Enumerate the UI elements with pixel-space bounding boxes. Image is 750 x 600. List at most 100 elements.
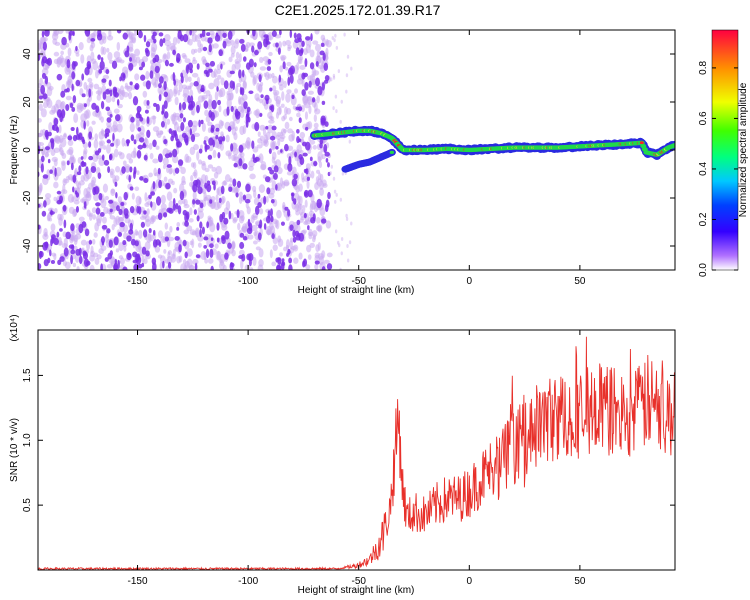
noise-speckle <box>163 91 169 98</box>
noise-speckle <box>294 38 300 44</box>
noise-speckle <box>187 38 193 46</box>
noise-speckle <box>210 111 215 122</box>
noise-speckle <box>68 32 72 41</box>
noise-speckle <box>191 30 195 37</box>
noise-speckle <box>62 260 67 267</box>
noise-speckle <box>124 50 130 58</box>
noise-speckle <box>216 68 221 75</box>
noise-speckle <box>245 183 251 193</box>
noise-speckle <box>289 74 294 84</box>
noise-speckle <box>271 75 278 84</box>
noise-speckle <box>104 195 109 201</box>
noise-speckle <box>318 161 323 169</box>
noise-speckle <box>269 249 273 259</box>
noise-speckle <box>215 250 222 261</box>
noise-speckle <box>299 131 306 139</box>
noise-speckle <box>210 265 214 270</box>
noise-speckle <box>311 230 318 238</box>
noise-speckle <box>188 218 194 223</box>
noise-speckle <box>38 118 42 123</box>
noise-speckle <box>239 109 245 119</box>
noise-speckle <box>271 30 277 37</box>
noise-speckle <box>321 82 326 91</box>
noise-speckle <box>80 54 85 64</box>
noise-speckle <box>184 251 188 259</box>
noise-speckle <box>164 236 170 242</box>
noise-speckle <box>182 101 187 111</box>
noise-speckle <box>92 153 99 163</box>
noise-speckle <box>324 151 330 157</box>
noise-speckle <box>268 51 273 57</box>
noise-speckle <box>73 61 78 67</box>
noise-speckle <box>111 205 117 212</box>
noise-speckle <box>332 73 336 78</box>
noise-speckle <box>257 232 262 241</box>
noise-speckle <box>134 85 139 90</box>
noise-speckle <box>92 252 99 258</box>
noise-speckle <box>346 54 350 59</box>
noise-speckle <box>116 99 120 106</box>
noise-speckle <box>148 194 152 199</box>
noise-speckle <box>145 104 151 110</box>
noise-speckle <box>153 102 157 107</box>
noise-speckle <box>48 217 53 222</box>
snr-y-axis-label: SNR (10 * v/v) <box>9 418 20 482</box>
noise-speckle <box>253 231 258 237</box>
noise-speckle <box>166 255 173 264</box>
noise-speckle <box>226 98 232 109</box>
noise-speckle <box>267 166 273 171</box>
noise-speckle <box>294 151 298 158</box>
noise-speckle <box>201 96 206 102</box>
noise-speckle <box>238 195 243 204</box>
noise-speckle <box>183 198 188 207</box>
noise-speckle <box>132 96 139 106</box>
noise-speckle <box>163 111 169 119</box>
noise-speckle <box>282 40 287 47</box>
noise-speckle <box>232 119 236 130</box>
noise-speckle <box>146 129 151 138</box>
noise-speckle <box>136 105 142 113</box>
noise-speckle <box>88 81 94 88</box>
noise-speckle <box>281 261 286 267</box>
noise-speckle <box>170 135 174 142</box>
noise-speckle <box>70 157 75 164</box>
noise-speckle <box>145 250 150 257</box>
noise-speckle <box>199 202 204 209</box>
noise-speckle <box>69 234 75 241</box>
noise-speckle <box>138 137 145 143</box>
noise-speckle <box>87 77 93 83</box>
noise-speckle <box>149 152 154 160</box>
noise-speckle <box>244 44 249 52</box>
noise-speckle <box>206 221 210 229</box>
noise-speckle <box>268 148 272 154</box>
noise-speckle <box>289 30 293 39</box>
noise-speckle <box>252 153 255 160</box>
noise-speckle <box>234 60 241 70</box>
noise-speckle <box>237 95 242 105</box>
noise-speckle <box>254 205 260 215</box>
noise-speckle <box>235 51 240 60</box>
noise-speckle <box>145 49 150 57</box>
noise-speckle <box>65 95 72 101</box>
noise-speckle <box>291 94 295 100</box>
noise-speckle <box>263 222 267 230</box>
noise-speckle <box>67 78 73 89</box>
noise-speckle <box>260 141 268 146</box>
noise-speckle <box>316 95 320 104</box>
noise-speckle <box>204 144 210 150</box>
noise-speckle <box>256 144 263 149</box>
noise-speckle <box>221 236 226 245</box>
noise-speckle <box>113 51 121 59</box>
noise-speckle <box>257 193 261 199</box>
noise-speckle <box>162 74 169 84</box>
noise-speckle <box>295 47 300 56</box>
noise-speckle <box>189 82 194 87</box>
noise-speckle <box>267 124 274 134</box>
noise-speckle <box>80 156 84 160</box>
noise-speckle <box>208 43 212 53</box>
noise-speckle <box>319 207 326 217</box>
noise-speckle <box>222 264 227 270</box>
noise-speckle <box>204 174 209 183</box>
noise-speckle <box>162 157 169 166</box>
noise-speckle <box>227 125 232 132</box>
